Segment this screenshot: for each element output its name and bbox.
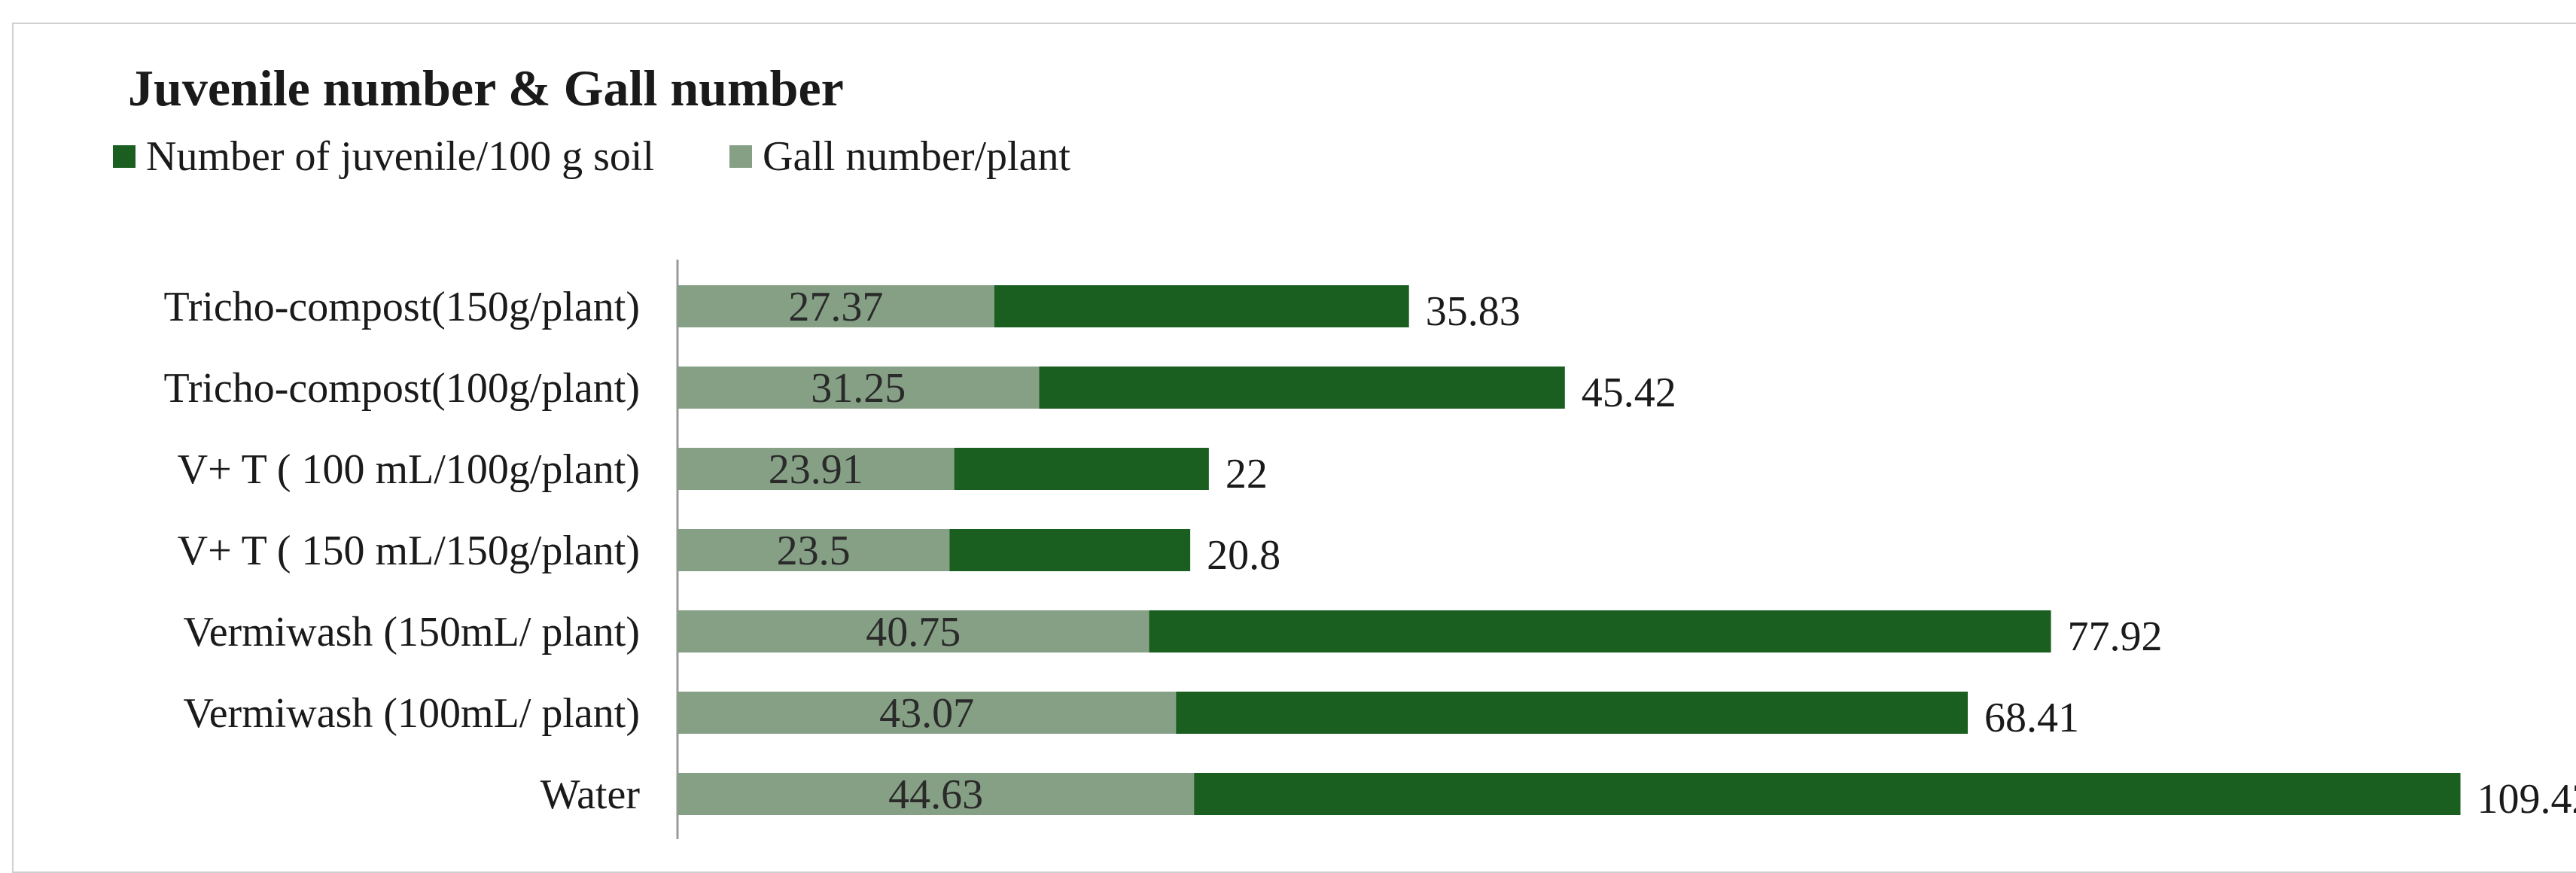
data-label-juvenile: 45.42 (1582, 370, 1676, 416)
data-label-gall: 23.91 (769, 446, 863, 493)
data-label-juvenile: 20.8 (1207, 532, 1280, 579)
data-label-gall: 40.75 (866, 609, 961, 656)
legend-item-gall: Gall number/plant (729, 132, 1070, 181)
bar-juvenile (949, 529, 1191, 571)
bar-juvenile (1194, 773, 2461, 815)
category-label: Vermiwash (100mL/ plant) (183, 690, 640, 737)
data-label-gall: 31.25 (811, 365, 906, 412)
bar-juvenile (1039, 367, 1565, 409)
bar-gall (677, 448, 955, 490)
legend: Number of juvenile/100 g soil Gall numbe… (113, 132, 1146, 181)
data-label-gall: 27.37 (788, 284, 883, 330)
data-label-juvenile: 35.83 (1426, 288, 1521, 335)
bar-juvenile (994, 285, 1409, 327)
bar-gall (677, 285, 994, 327)
category-label: Tricho-compost(100g/plant) (163, 365, 640, 412)
legend-swatch-juvenile (113, 145, 135, 168)
bar-juvenile (954, 448, 1209, 490)
bar-juvenile (1149, 610, 2051, 652)
bar-gall (677, 367, 1040, 409)
chart-title: Juvenile number & Gall number (128, 59, 844, 117)
bar-gall (677, 529, 950, 571)
bar-gall (677, 610, 1149, 652)
category-label: Water (540, 771, 641, 818)
data-label-juvenile: 22 (1226, 451, 1268, 497)
category-label: Vermiwash (150mL/ plant) (183, 609, 640, 656)
category-label: Tricho-compost(150g/plant) (163, 284, 640, 330)
legend-label-juvenile: Number of juvenile/100 g soil (146, 133, 655, 180)
legend-item-juvenile: Number of juvenile/100 g soil (113, 132, 654, 181)
legend-label-gall: Gall number/plant (763, 133, 1071, 180)
category-label: V+ T ( 100 mL/100g/plant) (178, 446, 640, 493)
bar-juvenile (1176, 692, 1969, 734)
category-label: V+ T ( 150 mL/150g/plant) (178, 528, 640, 574)
data-label-gall: 23.5 (777, 528, 851, 574)
bar-gall (677, 773, 1195, 815)
data-label-juvenile: 77.92 (2068, 613, 2163, 660)
data-label-gall: 43.07 (879, 690, 974, 737)
bar-gall (677, 692, 1177, 734)
data-label-juvenile: 68.41 (1984, 695, 2079, 741)
legend-swatch-gall (729, 145, 753, 168)
data-label-gall: 44.63 (888, 771, 983, 818)
data-label-juvenile: 109.42 (2477, 776, 2576, 823)
